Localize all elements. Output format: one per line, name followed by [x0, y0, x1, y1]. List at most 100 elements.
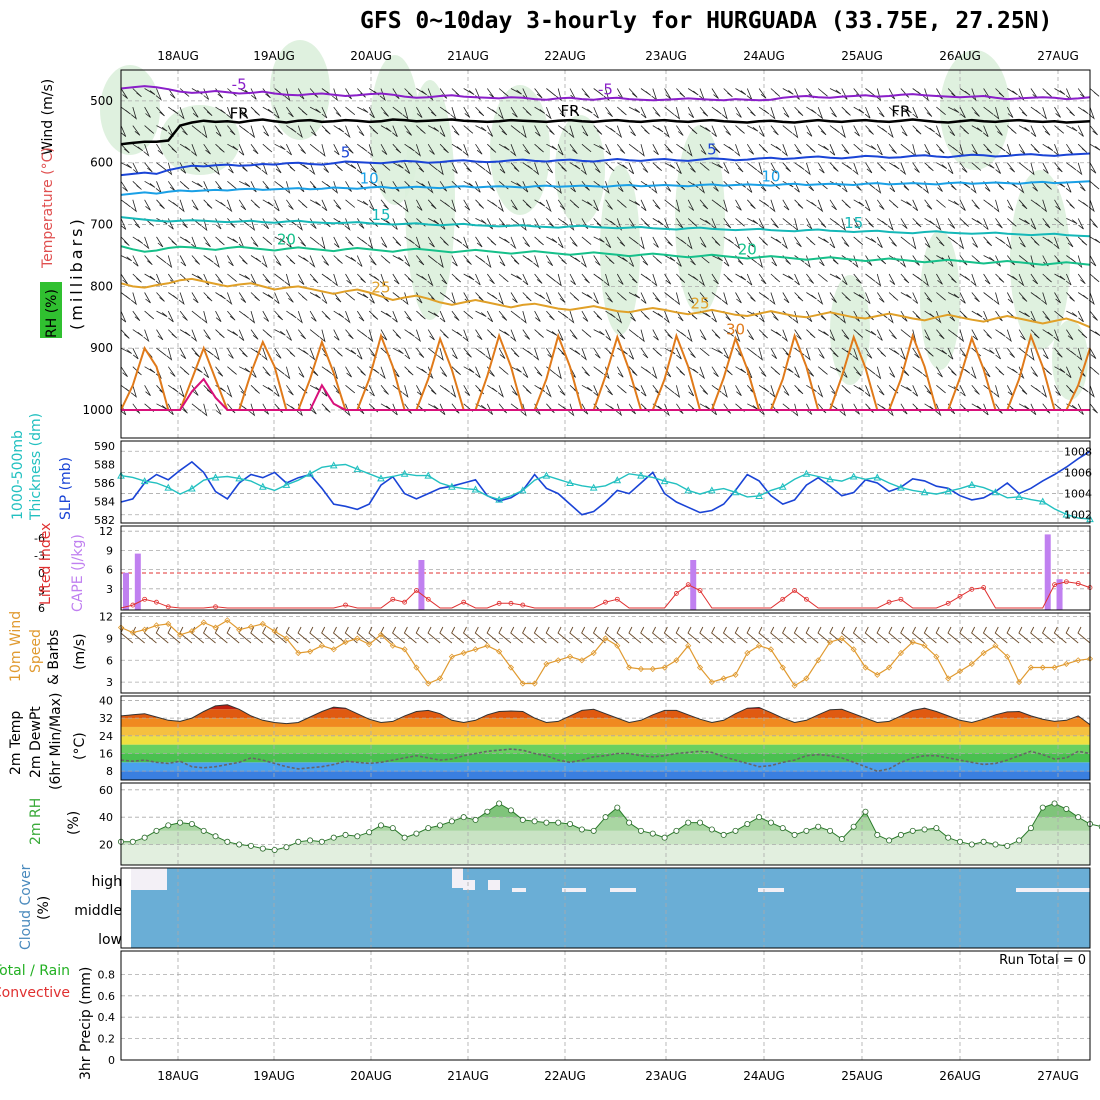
wind-barb: [487, 106, 498, 115]
wind-barb: [201, 310, 208, 324]
wind-speed-point: [614, 642, 621, 649]
wind-barb: [674, 199, 681, 213]
wind-barb: [947, 329, 959, 338]
wind-speed-point: [838, 635, 845, 642]
wind-barb: [203, 106, 213, 117]
wind-barb: [144, 88, 156, 95]
wind-barb: [296, 125, 303, 139]
wind-barb: [262, 292, 274, 299]
wind-barb: [817, 403, 827, 414]
wind-barb: [1054, 403, 1065, 412]
wind-barb: [770, 143, 782, 151]
wind-barb: [344, 218, 351, 231]
wind-barb: [711, 162, 723, 169]
wind-barb: [168, 384, 179, 393]
wind-barb: [380, 125, 392, 133]
wind-barb: [250, 329, 259, 340]
wind-barb: [853, 218, 860, 230]
wind-barb: [747, 292, 756, 302]
rh-tick: 60: [99, 784, 113, 797]
wind-barb: [215, 125, 222, 137]
wind-barb: [120, 310, 127, 323]
wind-barb: [841, 292, 851, 302]
wind-barb: [498, 403, 508, 414]
wind-barb: [735, 162, 744, 173]
date-label-bottom: 18AUG: [157, 1069, 199, 1083]
rh-point: [767, 819, 774, 826]
wind-barb: [983, 199, 994, 208]
wind-barb: [439, 199, 451, 208]
wind-barb: [557, 218, 569, 226]
wind-barb: [723, 88, 733, 98]
wind-barb: [1076, 255, 1083, 269]
li-point: [886, 599, 892, 605]
thickness-point: [235, 474, 244, 482]
wind-barb-10m: [663, 626, 677, 644]
wind-barb: [226, 385, 233, 398]
wind-barb: [628, 143, 639, 152]
label-lifted-index: Lifted Index: [38, 523, 54, 605]
wind-barb: [534, 329, 544, 338]
wind-barb: [995, 329, 1006, 337]
wind-barb: [569, 255, 581, 263]
wind-barb: [321, 403, 331, 413]
wind-barb: [428, 218, 440, 225]
wind-barb: [486, 218, 494, 230]
wind-barb: [319, 236, 326, 250]
wind-barb: [143, 236, 150, 250]
wind-barb: [935, 125, 942, 139]
wind-barb: [721, 199, 728, 213]
wind-barb: [593, 143, 605, 150]
thickness-point: [188, 484, 196, 492]
rh-point: [921, 826, 928, 833]
wind-barb: [250, 88, 257, 100]
rh-point: [377, 822, 384, 829]
wind-barb: [936, 162, 948, 169]
wind-barb-10m: [722, 626, 736, 644]
wind-barb: [215, 199, 226, 207]
wind-barb: [510, 366, 522, 373]
wind-barb: [437, 348, 444, 361]
wind-barb: [922, 181, 929, 194]
wind-barb: [841, 329, 850, 340]
wind-speed-point: [1063, 660, 1070, 667]
wind-barb-10m: [474, 626, 488, 644]
wind-barb: [1066, 347, 1077, 356]
wind-barb: [912, 385, 919, 397]
wind-barb: [1007, 125, 1017, 134]
wind-barb: [770, 348, 778, 360]
wind-barb: [367, 144, 374, 157]
wind-barb: [1018, 292, 1028, 302]
wind-barb: [948, 199, 960, 206]
wind-barb: [321, 162, 330, 173]
wind-barb: [130, 106, 137, 120]
wind-barb: [1007, 366, 1018, 374]
wind-barb: [120, 273, 128, 285]
wind-barb: [782, 403, 793, 412]
wind-barb: [747, 162, 758, 171]
wind-barb: [888, 199, 899, 209]
wind-barb: [1042, 273, 1052, 283]
wind-barb-10m: [533, 626, 547, 644]
wind-barb: [900, 125, 908, 137]
wind-barb: [1042, 236, 1054, 244]
wind-barb-10m: [982, 626, 996, 644]
wind-barb: [143, 144, 150, 157]
wind-barb: [853, 384, 865, 392]
wind-barb: [191, 292, 199, 304]
wind-barb: [168, 106, 179, 115]
wind-barb: [368, 162, 377, 173]
rh-point: [626, 819, 633, 826]
wind-speed-point: [366, 641, 373, 648]
wind-barb: [534, 181, 543, 192]
wind-barb: [357, 236, 368, 245]
label-cloud-units: (%): [36, 896, 52, 920]
wind-barb: [782, 162, 792, 173]
wind-barb: [368, 88, 380, 96]
wind-barb: [546, 143, 558, 151]
wind-barb: [758, 125, 765, 137]
temp-band: [121, 718, 1090, 727]
wind-barb: [971, 106, 980, 117]
wind-barb: [887, 310, 894, 324]
wind-barb: [770, 180, 781, 190]
